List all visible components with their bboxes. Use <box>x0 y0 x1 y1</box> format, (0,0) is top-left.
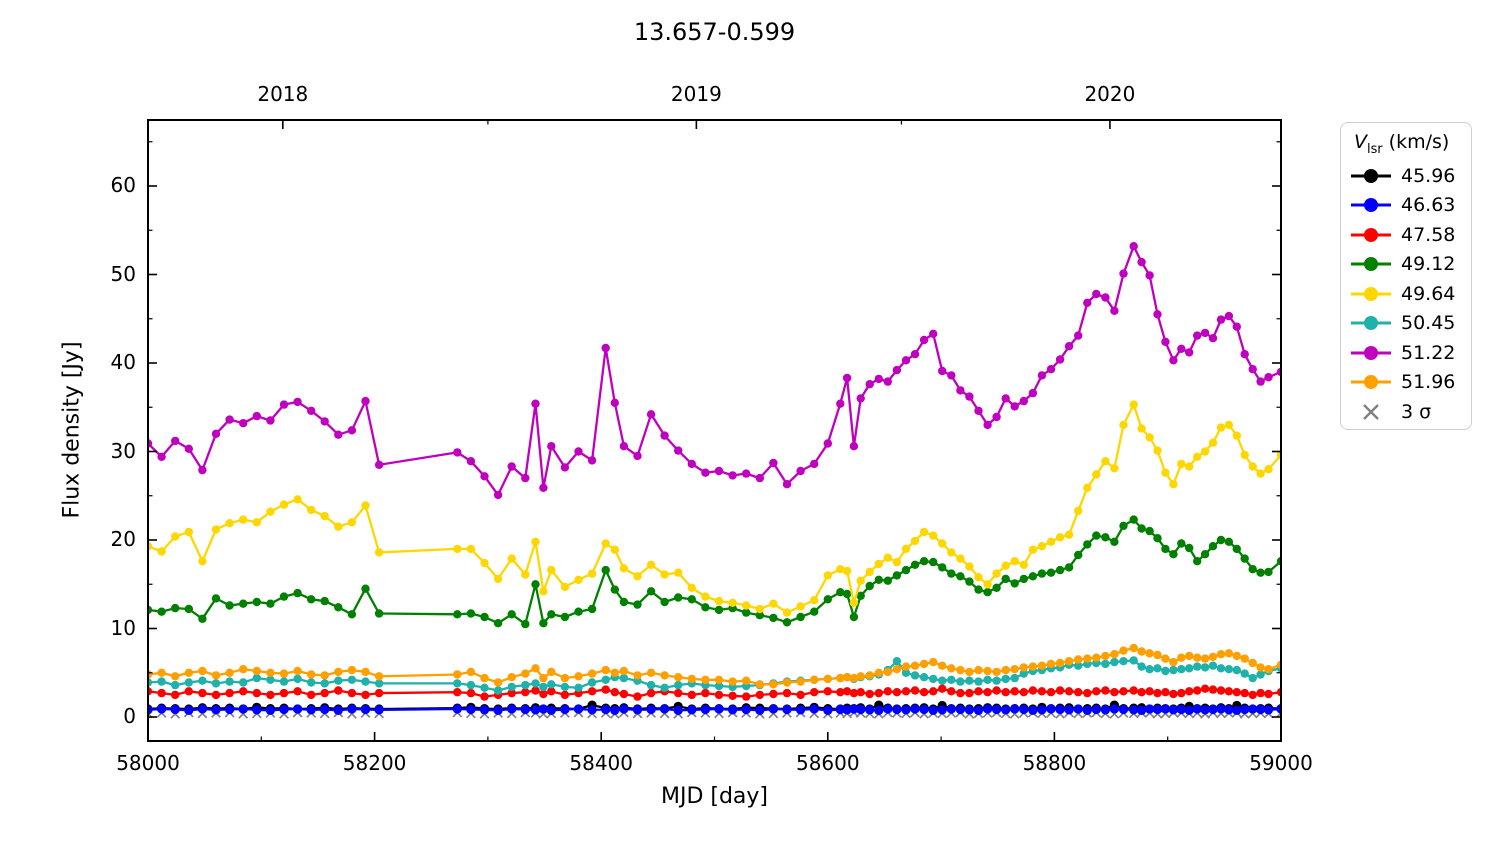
series-51.96 <box>148 643 1281 689</box>
axes-frame <box>147 119 1282 742</box>
x-axis-label: MJD [day] <box>660 784 769 809</box>
series-49.64 <box>148 400 1281 617</box>
legend-entry-label: 49.64 <box>1401 282 1456 305</box>
legend: Vlsr (km/s) 45.96 46.63 47.58 49.12 49.64 50.… <box>1340 122 1472 430</box>
legend-entry-label: 51.96 <box>1401 371 1456 394</box>
series-marker-icon <box>1351 198 1391 213</box>
legend-entry-51.22: 51.22 <box>1341 338 1471 368</box>
x-tick-label-58800: 58800 <box>1022 751 1087 775</box>
legend-entry-45.96: 45.96 <box>1341 161 1471 191</box>
legend-entry-label: 49.12 <box>1401 253 1456 276</box>
y-tick-label-40: 40 <box>110 350 136 374</box>
legend-entries: 45.96 46.63 47.58 49.12 49.64 50.45 51.22 51.96… <box>1341 161 1471 427</box>
legend-entry-label: 45.96 <box>1401 164 1456 187</box>
series-marker-icon <box>1351 168 1391 183</box>
series-marker-icon <box>1351 286 1391 301</box>
plot-title: 13.657-0.599 <box>633 18 796 46</box>
series-layer <box>148 242 1281 719</box>
legend-entry-3σ: 3 σ <box>1341 397 1471 427</box>
legend-entry-49.64: 49.64 <box>1341 279 1471 309</box>
y-axis-label: Flux density [Jy] <box>59 341 85 519</box>
legend-title-symbol: V <box>1354 131 1367 153</box>
series-46.63 <box>148 704 1281 716</box>
y-tick-label-20: 20 <box>110 527 136 551</box>
legend-title: Vlsr (km/s) <box>1354 131 1449 157</box>
sigma-x-icon <box>1363 403 1379 420</box>
legend-entry-label: 46.63 <box>1401 194 1456 217</box>
legend-entry-label: 50.45 <box>1401 312 1456 335</box>
series-marker-icon <box>1351 375 1391 390</box>
legend-entry-47.58: 47.58 <box>1341 220 1471 250</box>
legend-entry-label: 3 σ <box>1401 400 1432 423</box>
series-marker-icon <box>1351 316 1391 331</box>
series-marker-icon <box>1351 345 1391 360</box>
x-tick-label-58000: 58000 <box>116 751 180 775</box>
x-tick-label-58600: 58600 <box>795 751 860 775</box>
x-tick-label-58400: 58400 <box>569 751 633 775</box>
legend-title-unit: (km/s) <box>1382 131 1450 153</box>
y-tick-label-60: 60 <box>110 173 136 197</box>
series-47.58 <box>148 684 1281 701</box>
series-49.12 <box>148 515 1281 629</box>
series-marker-icon <box>1351 227 1391 242</box>
legend-entry-46.63: 46.63 <box>1341 191 1471 221</box>
legend-entry-51.96: 51.96 <box>1341 368 1471 398</box>
x-tick-label-58200: 58200 <box>342 751 407 775</box>
year-label-2020: 2020 <box>1084 82 1136 106</box>
series-marker-icon <box>1351 257 1391 272</box>
x-tick-label-59000: 59000 <box>1249 751 1313 775</box>
series-51.22 <box>148 242 1281 500</box>
year-label-2018: 2018 <box>257 82 309 106</box>
legend-entry-49.12: 49.12 <box>1341 250 1471 280</box>
legend-entry-label: 47.58 <box>1401 223 1456 246</box>
legend-title-subscript: lsr <box>1367 141 1383 157</box>
year-label-2019: 2019 <box>670 82 722 106</box>
y-tick-label-10: 10 <box>110 615 136 640</box>
legend-entry-50.45: 50.45 <box>1341 309 1471 339</box>
y-tick-label-30: 30 <box>110 438 136 463</box>
legend-entry-label: 51.22 <box>1401 341 1456 364</box>
y-tick-label-50: 50 <box>110 261 136 286</box>
y-tick-label-0: 0 <box>123 704 136 728</box>
